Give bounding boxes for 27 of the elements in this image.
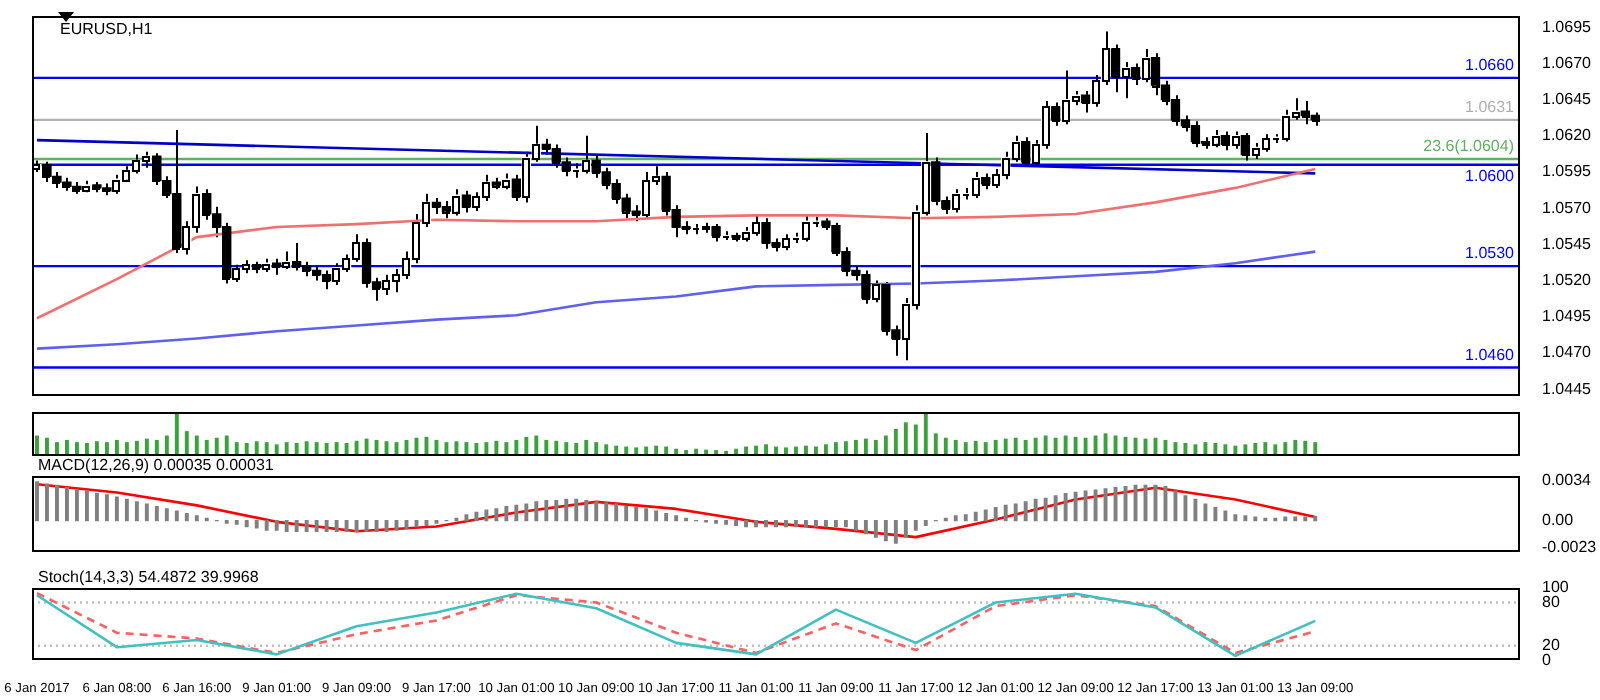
y-tick-label: 0 — [1542, 650, 1552, 669]
chart-title: MACD(12,26,9) 0.00035 0.00031 — [38, 456, 275, 475]
y-tick-label: 80 — [1542, 592, 1561, 611]
y-tick-label: 1.0695 — [1542, 17, 1593, 36]
ref-line-label: 23.6(1.0604) — [1423, 137, 1515, 156]
y-tick-label: 1.0545 — [1542, 234, 1593, 253]
ref-line-label: 1.0660 — [1465, 56, 1516, 75]
y-tick-label: 1.0520 — [1542, 270, 1593, 289]
y-tick-label: 1.0595 — [1542, 162, 1593, 181]
ref-line-label: 1.0631 — [1465, 98, 1516, 117]
y-tick-label: 1.0445 — [1542, 379, 1593, 398]
y-tick-label: 1.0495 — [1542, 307, 1593, 326]
ref-line-label: 1.0460 — [1465, 345, 1516, 364]
y-tick-label: 1.0470 — [1542, 343, 1593, 362]
y-tick-label: 1.0570 — [1542, 198, 1593, 217]
y-tick-label: 100 — [1542, 578, 1570, 597]
y-tick-label: 1.0620 — [1542, 126, 1593, 145]
y-tick-label: 20 — [1542, 636, 1561, 655]
y-tick-label: 0.0034 — [1542, 471, 1593, 490]
ref-line-label: 1.0530 — [1465, 244, 1516, 263]
chart-title: EURUSD,H1 — [60, 20, 154, 39]
ref-line-label: 1.0600 — [1465, 167, 1516, 186]
y-tick-label: -0.0023 — [1542, 538, 1598, 557]
y-tick-label: 1.0645 — [1542, 89, 1593, 108]
y-tick-label: 0.00 — [1542, 511, 1575, 530]
chart-title: Stoch(14,3,3) 54.4872 39.9968 — [38, 568, 260, 587]
y-tick-label: 1.0670 — [1542, 53, 1593, 72]
